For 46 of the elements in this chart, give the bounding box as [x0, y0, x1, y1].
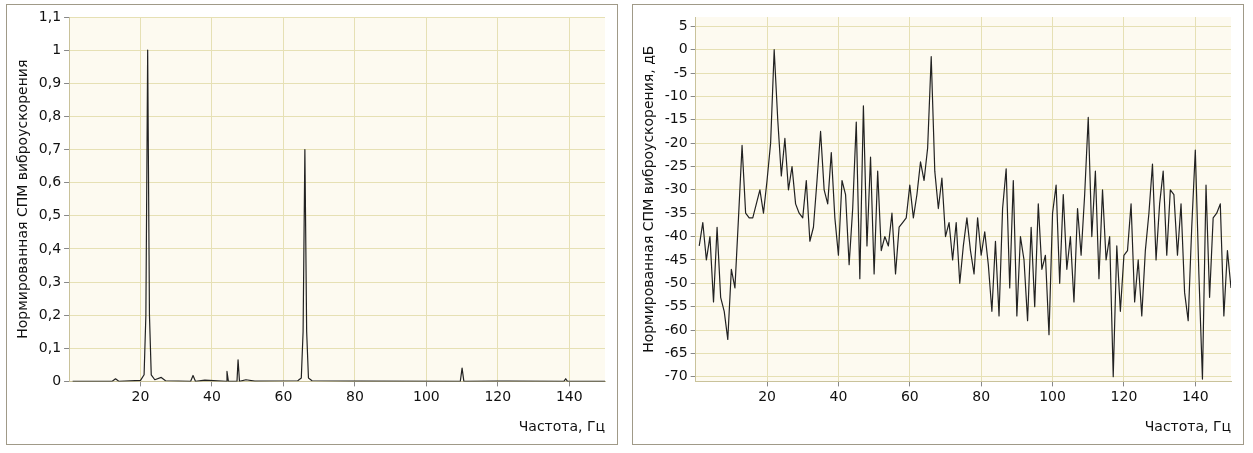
y-tick-label: -40 — [664, 227, 688, 244]
y-tick-label: -5 — [673, 63, 688, 80]
x-tick-label: 40 — [203, 388, 221, 405]
x-tick-label: 100 — [1039, 388, 1066, 405]
x-tick-label: 20 — [131, 388, 150, 405]
y-tick-label: 0 — [678, 40, 688, 57]
y-axis-title: Нормированная СПМ виброускорения — [14, 59, 31, 339]
x-tick-label: 140 — [555, 388, 583, 405]
x-tick-label: 100 — [412, 388, 440, 405]
y-tick-label: 0,2 — [38, 305, 62, 322]
y-tick-label: -60 — [664, 320, 688, 337]
y-tick-label: -25 — [664, 157, 688, 174]
x-axis-title: Частота, Гц — [518, 418, 605, 435]
y-tick-label: -15 — [664, 110, 688, 127]
y-tick-label: 0,3 — [38, 272, 62, 289]
x-tick-label: 60 — [900, 388, 919, 405]
y-axis-title: Нормированная СПМ виброускорения, дБ — [640, 45, 657, 353]
y-tick-label: 1,1 — [38, 7, 62, 24]
y-tick-label: -70 — [664, 367, 688, 384]
y-tick-label: -55 — [664, 297, 688, 314]
y-tick-label: 0,6 — [38, 173, 62, 190]
x-tick-label: 120 — [1110, 388, 1138, 405]
y-tick-label: -65 — [664, 344, 688, 361]
x-tick-label: 20 — [758, 388, 776, 405]
x-tick-label: 80 — [972, 388, 991, 405]
y-tick-label: 1 — [52, 40, 62, 57]
x-tick-label: 80 — [345, 388, 364, 405]
y-tick-label: -30 — [664, 180, 688, 197]
y-tick-label: -45 — [664, 250, 688, 267]
y-tick-label: 0,1 — [38, 338, 62, 355]
y-tick-label: 5 — [678, 16, 688, 33]
x-tick-label: 140 — [1181, 388, 1209, 405]
y-tick-label: 0,7 — [38, 140, 62, 157]
y-tick-label: -35 — [664, 203, 688, 220]
y-tick-label: -10 — [664, 87, 688, 104]
y-tick-label: 0 — [52, 372, 62, 389]
y-tick-label: 0,4 — [38, 239, 62, 256]
y-tick-label: -50 — [664, 273, 688, 290]
y-tick-label: -20 — [664, 133, 688, 150]
y-tick-label: 0,8 — [38, 107, 62, 124]
x-tick-label: 60 — [274, 388, 293, 405]
x-axis-title: Частота, Гц — [1144, 418, 1231, 435]
y-tick-label: 0,9 — [38, 73, 62, 90]
y-tick-label: 0,5 — [38, 206, 62, 223]
x-tick-label: 40 — [829, 388, 848, 405]
x-tick-label: 120 — [484, 388, 512, 405]
